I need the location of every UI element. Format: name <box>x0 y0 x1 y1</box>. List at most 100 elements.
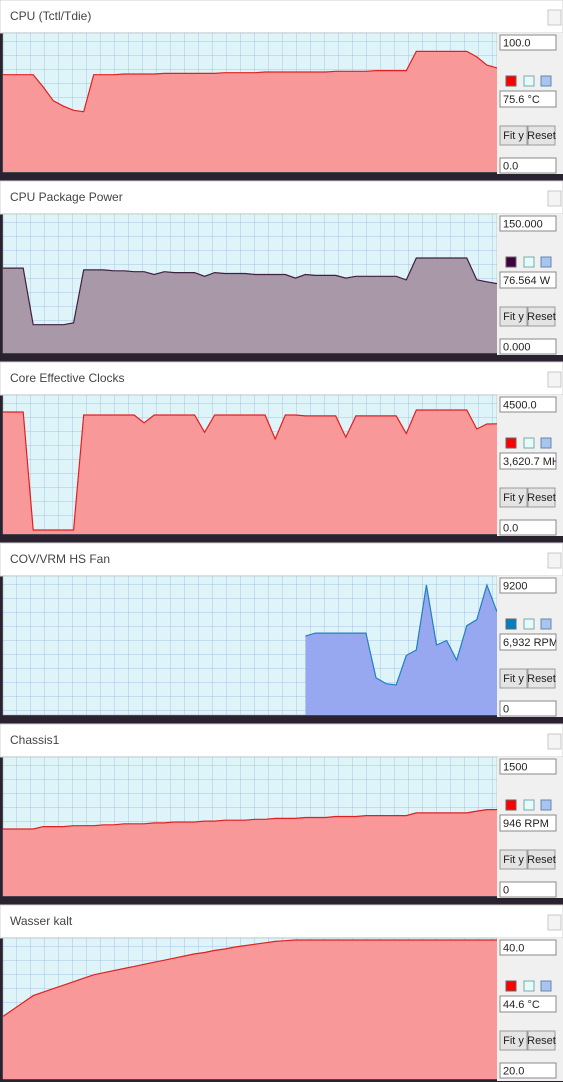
panel-header <box>0 904 563 939</box>
color-swatch[interactable] <box>505 437 517 449</box>
current-value-box <box>499 814 557 832</box>
swatch-blue[interactable] <box>540 799 552 811</box>
button-label[interactable]: Reset <box>527 1035 556 1047</box>
panel-title: COV/VRM HS Fan <box>10 552 110 566</box>
min-label-box <box>499 881 557 898</box>
min-label: 0.0 <box>503 522 518 534</box>
max-label: 9200 <box>503 580 527 592</box>
button[interactable] <box>527 125 556 146</box>
min-label: 0.000 <box>503 341 531 353</box>
max-label: 150.000 <box>503 218 543 230</box>
color-swatch[interactable] <box>505 618 517 630</box>
swatch-light[interactable] <box>523 75 535 87</box>
series-area <box>3 410 497 534</box>
min-label: 0 <box>503 703 509 715</box>
current-value: 6,932 RPM <box>503 637 558 649</box>
panel-header <box>0 361 563 396</box>
current-value-box <box>499 90 557 108</box>
max-label: 1500 <box>503 761 527 773</box>
color-swatch[interactable] <box>505 75 517 87</box>
button-label[interactable]: Fit y <box>503 130 524 142</box>
swatch-blue[interactable] <box>540 437 552 449</box>
color-swatch[interactable] <box>505 256 517 268</box>
swatch-blue[interactable] <box>540 618 552 630</box>
close-button[interactable] <box>547 371 562 388</box>
button[interactable] <box>527 668 556 689</box>
close-button[interactable] <box>547 9 562 26</box>
button[interactable] <box>499 1030 528 1051</box>
max-label-box <box>499 396 557 413</box>
min-label-box <box>499 1062 557 1079</box>
series-line <box>3 409 498 531</box>
button-label[interactable]: Reset <box>527 130 556 142</box>
button[interactable] <box>527 487 556 508</box>
close-button[interactable] <box>547 552 562 569</box>
series-area <box>305 585 497 715</box>
button-label[interactable]: Fit y <box>503 311 524 323</box>
series-line <box>3 257 498 326</box>
swatch-light[interactable] <box>523 618 535 630</box>
max-label: 4500.0 <box>503 399 537 411</box>
button-label[interactable]: Reset <box>527 673 556 685</box>
button[interactable] <box>499 487 528 508</box>
swatch-blue[interactable] <box>540 256 552 268</box>
color-swatch[interactable] <box>505 799 517 811</box>
max-label-box <box>499 215 557 232</box>
button[interactable] <box>527 306 556 327</box>
swatch-light[interactable] <box>523 256 535 268</box>
sensor-panel: Chassis1 1500 0 946 RPM Fit y Reset <box>0 723 563 898</box>
swatch-light[interactable] <box>523 980 535 992</box>
swatch-light[interactable] <box>523 437 535 449</box>
max-label-box <box>499 34 557 51</box>
swatch-blue[interactable] <box>540 75 552 87</box>
panel-title: CPU Package Power <box>10 190 123 204</box>
button-label[interactable]: Fit y <box>503 1035 524 1047</box>
panel-title: Chassis1 <box>10 733 60 747</box>
min-label-box <box>499 700 557 717</box>
current-value-box <box>499 633 557 651</box>
current-value-box <box>499 271 557 289</box>
button-label[interactable]: Reset <box>527 311 556 323</box>
close-button[interactable] <box>547 733 562 750</box>
panel-header <box>0 180 563 215</box>
max-label-box <box>499 577 557 594</box>
button[interactable] <box>499 306 528 327</box>
button-label[interactable]: Reset <box>527 492 556 504</box>
panel-title: Wasser kalt <box>10 914 73 928</box>
sensor-panel: CPU (Tctl/Tdie) 100.0 0.0 75.6 °C Fit y Reset <box>0 0 563 174</box>
current-value: 3,620.7 MHz <box>503 456 563 468</box>
sensor-panel: CPU Package Power 150.000 0.000 76.564 W Fit… <box>0 180 563 355</box>
series-line <box>3 50 498 113</box>
button[interactable] <box>527 849 556 870</box>
max-label-box <box>499 939 557 956</box>
min-label: 20.0 <box>503 1065 524 1077</box>
close-button[interactable] <box>547 190 562 207</box>
button[interactable] <box>499 125 528 146</box>
close-button[interactable] <box>547 914 562 931</box>
button[interactable] <box>527 1030 556 1051</box>
min-label-box <box>499 519 557 536</box>
max-label: 40.0 <box>503 942 524 954</box>
min-label: 0 <box>503 884 509 896</box>
current-value-box <box>499 452 557 470</box>
sensor-panel: COV/VRM HS Fan 9200 0 6,932 RPM Fit y Reset <box>0 542 563 717</box>
button-label[interactable]: Fit y <box>503 854 524 866</box>
button[interactable] <box>499 849 528 870</box>
button[interactable] <box>499 668 528 689</box>
swatch-blue[interactable] <box>540 980 552 992</box>
min-label-box <box>499 157 557 174</box>
button-label[interactable]: Fit y <box>503 673 524 685</box>
current-value-box <box>499 995 557 1013</box>
panel-title: CPU (Tctl/Tdie) <box>10 9 91 23</box>
max-label: 100.0 <box>503 37 531 49</box>
panel-header <box>0 723 563 758</box>
button-label[interactable]: Fit y <box>503 492 524 504</box>
series-line <box>2 939 497 1017</box>
color-swatch[interactable] <box>505 980 517 992</box>
button-label[interactable]: Reset <box>527 854 556 866</box>
series-line <box>3 809 497 830</box>
swatch-light[interactable] <box>523 799 535 811</box>
series-area <box>3 809 497 896</box>
sensor-panel: Core Effective Clocks 4500.0 0.0 3,620.7 MH… <box>0 361 563 536</box>
